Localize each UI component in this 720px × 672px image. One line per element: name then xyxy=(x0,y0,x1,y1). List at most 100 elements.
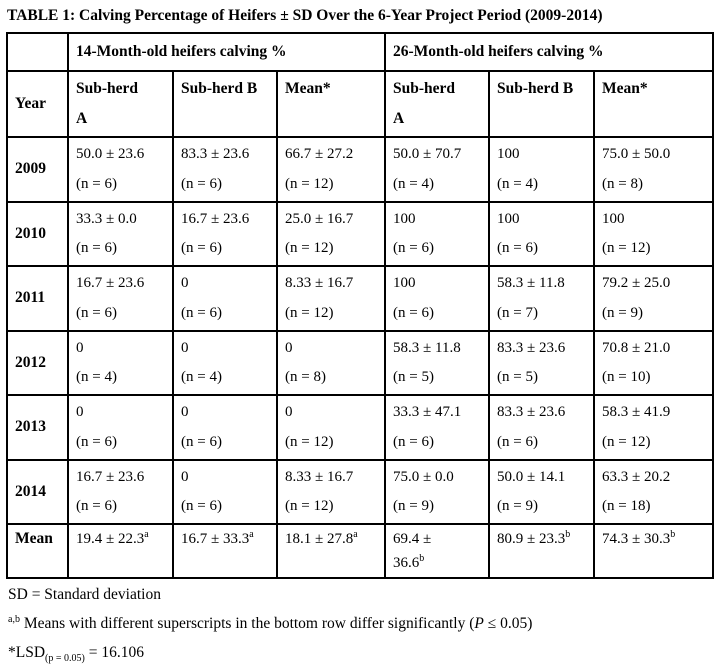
cell-sample-size: (n = 10) xyxy=(602,369,651,386)
mean-label-cell: Mean xyxy=(6,523,69,580)
cell-sample-size: (n = 6) xyxy=(393,240,434,257)
value-cell: 79.2 ± 25.0 (n = 9) xyxy=(593,265,715,332)
footnote-lsd-subscript: (p = 0.05) xyxy=(45,653,85,665)
value-cell: 0 (n = 6) xyxy=(67,394,174,461)
value-cell: 33.3 ± 47.1 (n = 6) xyxy=(384,394,491,461)
cell-value: 70.8 ± 21.0 xyxy=(602,339,671,356)
table-row: 2013 0 (n = 6) 0 (n = 6) 0 (n = 12) 33.3 ± 47.1… xyxy=(6,394,715,461)
table-row: 2012 0 (n = 4) 0 (n = 4) 0 (n = 8) 58.3 ± 11.8 (… xyxy=(6,329,715,397)
cell-sample-size: (n = 6) xyxy=(76,433,117,450)
cell-value: 0 xyxy=(76,339,84,356)
cell-value: 0 xyxy=(181,275,189,292)
table-body: 2009 50.0 ± 23.6 (n = 6) 83.3 ± 23.6 (n = 6)… xyxy=(6,136,715,580)
cell-value: 100 xyxy=(602,210,625,227)
cell-sample-size: (n = 6) xyxy=(181,240,222,257)
value-cell: 66.7 ± 27.2 (n = 12) xyxy=(275,136,387,203)
value-cell: 16.7 ± 23.6 (n = 6) xyxy=(67,265,174,332)
calving-table: 14-Month-old heifers calving % 26-Month-… xyxy=(6,32,715,580)
footnote-p-symbol: P xyxy=(474,615,484,633)
footnote-lsd: *LSD(p = 0.05) = 16.106 xyxy=(8,644,716,665)
col-header-mean-14: Mean* xyxy=(275,69,387,139)
value-cell: 83.3 ± 23.6 (n = 5) xyxy=(488,329,596,397)
column-header-row: Year Sub-herd A Sub-herd B Mean* Sub-her… xyxy=(6,69,715,139)
footnote-lsd-prefix: *LSD xyxy=(8,644,46,662)
mean-value-cell: 74.3 ± 30.3b xyxy=(593,523,715,580)
mean-cell-value: 19.4 ± 22.3 xyxy=(76,531,145,548)
col-header-subherd-b-26: Sub-herd B xyxy=(488,69,596,139)
value-cell: 58.3 ± 11.8 (n = 5) xyxy=(384,329,491,397)
cell-value: 0 xyxy=(181,339,189,356)
year-cell: 2014 xyxy=(6,458,69,526)
mean-cell-superscript: a xyxy=(249,529,254,541)
cell-sample-size: (n = 7) xyxy=(497,304,538,321)
value-cell: 0 (n = 4) xyxy=(67,329,174,397)
cell-value: 0 xyxy=(285,404,293,421)
cell-value: 50.0 ± 14.1 xyxy=(497,468,566,485)
cell-sample-size: (n = 12) xyxy=(602,240,651,257)
mean-cell-value: 18.1 ± 27.8 xyxy=(285,531,354,548)
cell-sample-size: (n = 4) xyxy=(497,175,538,192)
cell-value: 33.3 ± 47.1 xyxy=(393,404,462,421)
mean-value-cell: 80.9 ± 23.3b xyxy=(488,523,596,580)
col-header-subherd-b-14: Sub-herd B xyxy=(172,69,278,139)
cell-sample-size: (n = 6) xyxy=(497,240,538,257)
cell-sample-size: (n = 9) xyxy=(497,498,538,515)
value-cell: 33.3 ± 0.0 (n = 6) xyxy=(67,200,174,268)
col-header-mean-26: Mean* xyxy=(593,69,715,139)
value-cell: 0 (n = 6) xyxy=(172,458,278,526)
cell-sample-size: (n = 9) xyxy=(393,498,434,515)
table-row: 2009 50.0 ± 23.6 (n = 6) 83.3 ± 23.6 (n = 6)… xyxy=(6,136,715,203)
cell-value: 83.3 ± 23.6 xyxy=(181,146,250,163)
cell-sample-size: (n = 9) xyxy=(602,304,643,321)
cell-sample-size: (n = 4) xyxy=(76,369,117,386)
table-title: TABLE 1: Calving Percentage of Heifers ±… xyxy=(7,7,603,24)
mean-value-cell: 19.4 ± 22.3a xyxy=(67,523,174,580)
value-cell: 75.0 ± 50.0 (n = 8) xyxy=(593,136,715,203)
year-cell: 2009 xyxy=(6,136,69,203)
mean-value-cell: 69.4 ± 36.6b xyxy=(384,523,491,580)
mean-cell-superscript: b xyxy=(670,529,676,541)
mean-value-cell: 18.1 ± 27.8a xyxy=(275,523,387,580)
cell-value: 0 xyxy=(181,468,189,485)
cell-value: 8.33 ± 16.7 xyxy=(285,275,354,292)
cell-value: 58.3 ± 41.9 xyxy=(602,404,671,421)
mean-cell-value: 74.3 ± 30.3 xyxy=(602,531,671,548)
cell-value: 33.3 ± 0.0 xyxy=(76,210,137,227)
value-cell: 0 (n = 8) xyxy=(275,329,387,397)
mean-cell-superscript: b xyxy=(419,553,425,565)
cell-sample-size: (n = 12) xyxy=(285,175,334,192)
cell-sample-size: (n = 6) xyxy=(497,433,538,450)
group-header-26-month: 26-Month-old heifers calving % xyxy=(384,32,715,72)
cell-value: 63.3 ± 20.2 xyxy=(602,468,671,485)
footnotes: SD = Standard deviation a,b Means with d… xyxy=(8,586,716,665)
group-header-row: 14-Month-old heifers calving % 26-Month-… xyxy=(6,32,715,72)
cell-value: 8.33 ± 16.7 xyxy=(285,468,354,485)
cell-value: 79.2 ± 25.0 xyxy=(602,275,671,292)
value-cell: 63.3 ± 20.2 (n = 18) xyxy=(593,458,715,526)
value-cell: 58.3 ± 11.8 (n = 7) xyxy=(488,265,596,332)
cell-sample-size: (n = 6) xyxy=(393,433,434,450)
value-cell: 0 (n = 6) xyxy=(172,265,278,332)
cell-sample-size: (n = 6) xyxy=(181,175,222,192)
footnote-sd: SD = Standard deviation xyxy=(8,586,161,604)
cell-value: 58.3 ± 11.8 xyxy=(393,339,461,356)
value-cell: 100 (n = 6) xyxy=(488,200,596,268)
cell-sample-size: (n = 6) xyxy=(76,498,117,515)
value-cell: 100 (n = 6) xyxy=(384,200,491,268)
value-cell: 16.7 ± 23.6 (n = 6) xyxy=(172,200,278,268)
cell-sample-size: (n = 6) xyxy=(76,175,117,192)
cell-sample-size: (n = 4) xyxy=(181,369,222,386)
value-cell: 100 (n = 4) xyxy=(488,136,596,203)
year-cell: 2013 xyxy=(6,394,69,461)
mean-value-cell: 16.7 ± 33.3a xyxy=(172,523,278,580)
cell-sample-size: (n = 6) xyxy=(393,304,434,321)
cell-sample-size: (n = 12) xyxy=(285,240,334,257)
cell-sample-size: (n = 6) xyxy=(181,433,222,450)
cell-value: 83.3 ± 23.6 xyxy=(497,339,566,356)
cell-sample-size: (n = 12) xyxy=(602,433,651,450)
footnote-significance-tail: ≤ 0.05) xyxy=(483,615,533,633)
cell-sample-size: (n = 6) xyxy=(181,498,222,515)
value-cell: 8.33 ± 16.7 (n = 12) xyxy=(275,265,387,332)
cell-sample-size: (n = 8) xyxy=(285,369,326,386)
cell-value: 16.7 ± 23.6 xyxy=(76,468,145,485)
